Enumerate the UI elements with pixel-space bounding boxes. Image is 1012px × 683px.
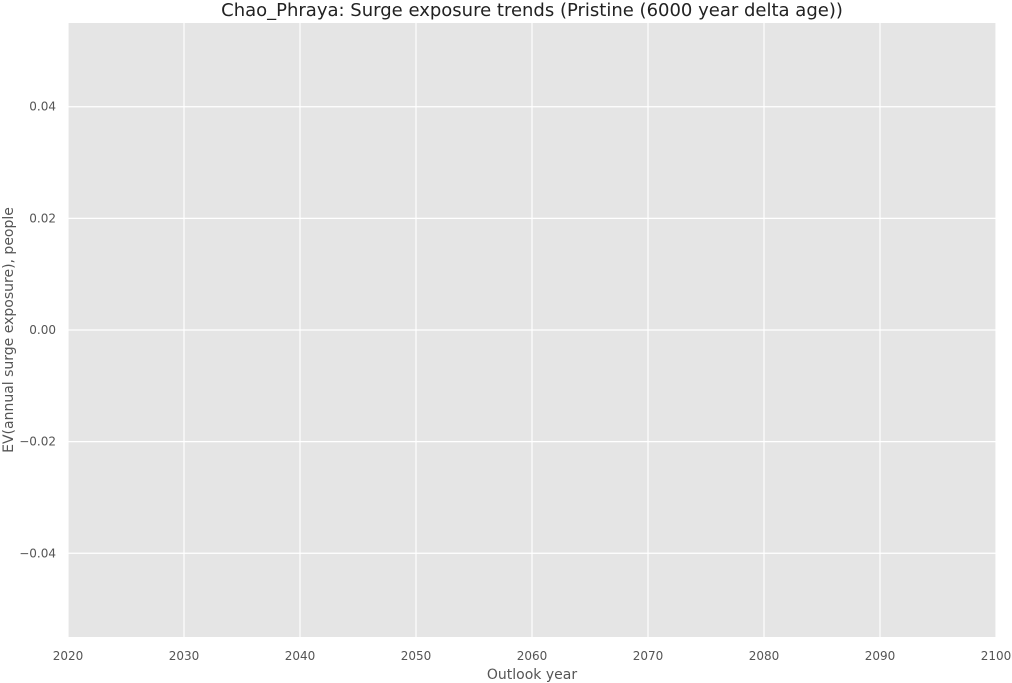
x-tick-label: 2080	[749, 649, 780, 663]
y-tick-label: 0.04	[29, 100, 56, 114]
y-tick-labels: −0.04 −0.02 0.00 0.02 0.04	[19, 100, 56, 561]
y-gridlines	[68, 106, 996, 554]
chart-title: Chao_Phraya: Surge exposure trends (Pris…	[221, 0, 843, 21]
y-tick-label: −0.04	[19, 546, 56, 560]
x-tick-label: 2020	[53, 649, 84, 663]
x-tick-label: 2040	[285, 649, 316, 663]
y-axis-label: EV(annual surge exposure), people	[1, 207, 17, 453]
x-tick-label: 2100	[981, 649, 1012, 663]
x-tick-label: 2030	[169, 649, 200, 663]
y-tick-label: −0.02	[19, 435, 56, 449]
y-tick-label: 0.00	[29, 323, 56, 337]
y-tick-label: 0.02	[29, 211, 56, 225]
x-tick-labels: 2020 2030 2040 2050 2060 2070 2080 2090 2100	[53, 649, 1012, 663]
x-tick-label: 2090	[865, 649, 896, 663]
x-axis-label: Outlook year	[487, 667, 577, 683]
x-tick-label: 2070	[633, 649, 664, 663]
x-tick-label: 2050	[401, 649, 432, 663]
x-tick-label: 2060	[517, 649, 548, 663]
